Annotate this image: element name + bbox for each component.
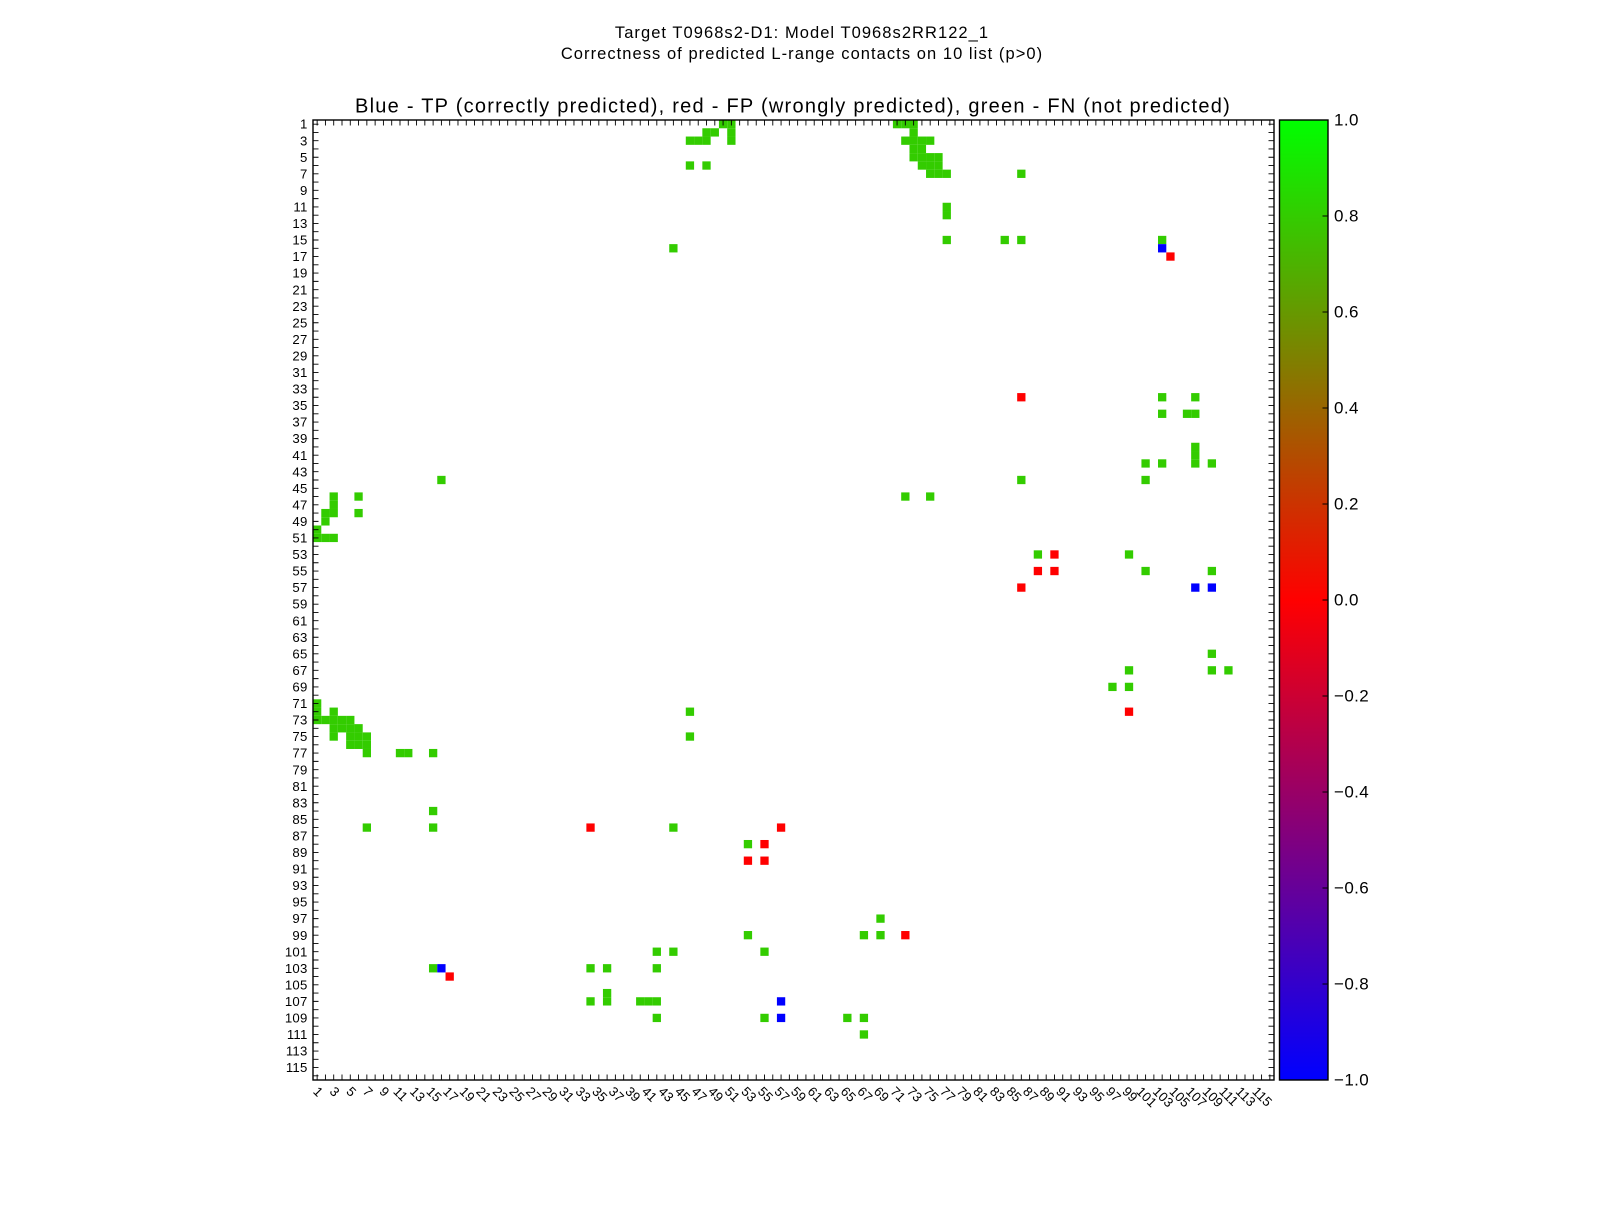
svg-text:1: 1 [300,117,308,132]
svg-text:−1.0: −1.0 [1334,1070,1369,1089]
svg-text:105: 105 [285,977,308,992]
svg-text:49: 49 [292,514,307,529]
svg-text:0.0: 0.0 [1334,590,1359,609]
svg-text:37: 37 [292,415,307,430]
svg-text:107: 107 [285,994,308,1009]
svg-text:35: 35 [292,398,307,413]
svg-text:47: 47 [292,497,307,512]
svg-text:25: 25 [292,315,307,330]
svg-text:29: 29 [292,348,307,363]
svg-text:Target T0968s2-D1: Model T0968: Target T0968s2-D1: Model T0968s2RR122_1 [615,24,989,42]
svg-text:7: 7 [300,166,308,181]
svg-text:77: 77 [292,746,307,761]
svg-text:101: 101 [285,944,308,959]
svg-text:113: 113 [286,1044,308,1059]
svg-text:97: 97 [292,911,307,926]
svg-text:−0.2: −0.2 [1334,686,1369,705]
svg-text:87: 87 [292,828,307,843]
svg-text:Correctness of predicted L-ran: Correctness of predicted L-range contact… [561,45,1043,63]
svg-text:43: 43 [292,464,307,479]
svg-text:89: 89 [292,845,307,860]
svg-text:67: 67 [292,663,307,678]
svg-text:27: 27 [292,332,307,347]
svg-text:23: 23 [292,299,307,314]
svg-text:1.0: 1.0 [1334,110,1359,129]
svg-text:75: 75 [292,729,307,744]
svg-text:83: 83 [292,795,307,810]
svg-text:61: 61 [292,613,307,628]
svg-text:21: 21 [292,282,307,297]
svg-text:−0.4: −0.4 [1334,782,1369,801]
svg-text:71: 71 [292,696,307,711]
svg-text:15: 15 [292,233,307,248]
svg-text:9: 9 [300,183,308,198]
svg-text:51: 51 [292,531,307,546]
svg-text:0.4: 0.4 [1334,398,1359,417]
svg-text:55: 55 [292,564,307,579]
svg-text:11: 11 [293,200,307,215]
svg-text:63: 63 [292,630,307,645]
svg-text:19: 19 [292,266,307,281]
svg-text:73: 73 [292,713,307,728]
svg-text:57: 57 [292,580,307,595]
svg-text:31: 31 [292,365,307,380]
svg-text:39: 39 [292,431,307,446]
svg-text:65: 65 [292,646,307,661]
svg-text:99: 99 [292,928,307,943]
svg-text:93: 93 [292,878,307,893]
svg-text:115: 115 [286,1060,308,1075]
svg-text:69: 69 [292,680,307,695]
svg-text:41: 41 [292,448,307,463]
svg-text:95: 95 [292,895,307,910]
svg-text:0.2: 0.2 [1334,494,1359,513]
svg-text:79: 79 [292,762,307,777]
svg-text:85: 85 [292,812,307,827]
svg-text:0.8: 0.8 [1334,206,1359,225]
svg-text:5: 5 [300,150,308,165]
svg-text:3: 3 [300,133,308,148]
svg-text:109: 109 [285,1011,308,1026]
svg-text:103: 103 [285,961,308,976]
svg-text:59: 59 [292,597,307,612]
svg-text:13: 13 [292,216,307,231]
svg-text:33: 33 [292,382,307,397]
svg-text:45: 45 [292,481,307,496]
svg-text:81: 81 [292,779,307,794]
svg-text:53: 53 [292,547,307,562]
svg-text:−0.6: −0.6 [1334,878,1369,897]
svg-text:91: 91 [292,862,307,877]
svg-text:111: 111 [287,1027,308,1042]
svg-text:−0.8: −0.8 [1334,974,1369,993]
svg-text:Blue - TP (correctly predicted: Blue - TP (correctly predicted), red - F… [355,96,1231,118]
svg-text:0.6: 0.6 [1334,302,1359,321]
svg-text:17: 17 [292,249,307,264]
